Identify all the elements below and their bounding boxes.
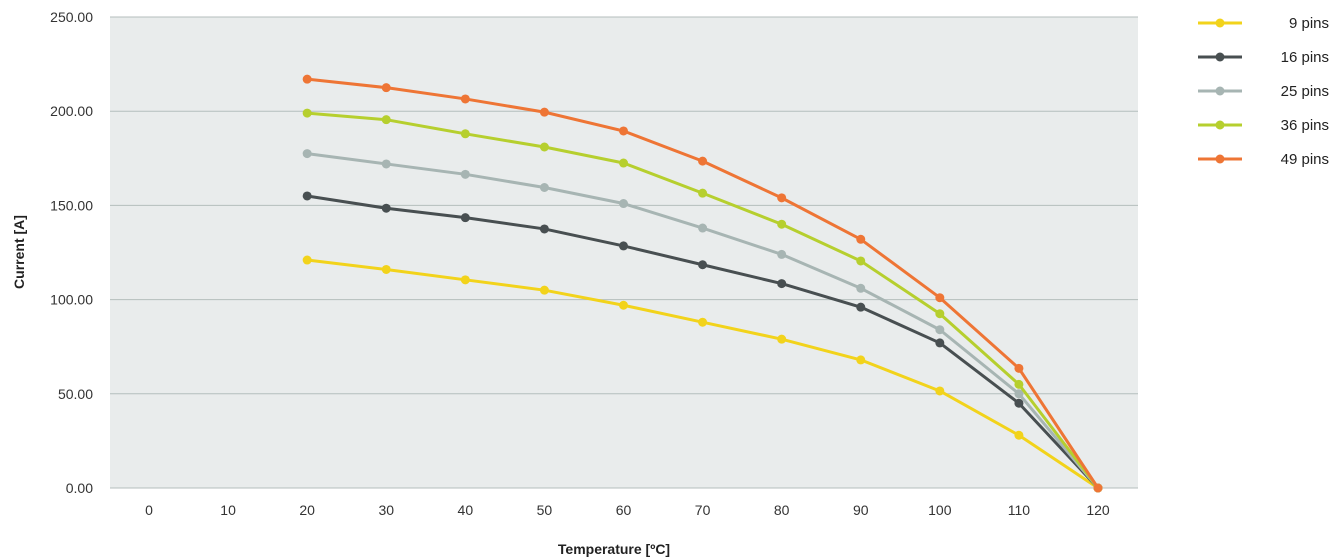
legend-label: 9 pins xyxy=(1289,15,1329,32)
x-tick-label: 80 xyxy=(774,502,790,518)
data-point xyxy=(460,275,470,285)
data-point xyxy=(935,338,945,348)
legend-label: 36 pins xyxy=(1281,117,1329,134)
series-4 xyxy=(302,74,1103,493)
grid-lines xyxy=(110,16,1138,489)
series-2 xyxy=(302,149,1103,493)
data-point xyxy=(777,249,787,259)
legend-label: 49 pins xyxy=(1281,151,1329,168)
y-axis-ticks: 0.00 50.00 100.00 150.00 200.00 250.00 xyxy=(50,9,93,496)
data-point xyxy=(539,107,549,117)
data-point xyxy=(698,260,708,270)
data-point xyxy=(302,191,312,201)
x-tick-label: 0 xyxy=(145,502,153,518)
data-point xyxy=(539,224,549,234)
legend: 9 pins 16 pins 25 pins 36 pins 49 pins xyxy=(1198,15,1329,168)
data-point xyxy=(856,302,866,312)
y-axis-title: Current [A] xyxy=(11,215,27,289)
data-point xyxy=(777,219,787,229)
data-point xyxy=(302,255,312,265)
legend-swatch-marker xyxy=(1215,52,1225,62)
data-point xyxy=(935,293,945,303)
data-point xyxy=(1014,398,1024,408)
legend-swatch-marker xyxy=(1215,154,1225,164)
y-tick-label: 50.00 xyxy=(58,386,93,402)
legend-item: 16 pins xyxy=(1198,49,1329,66)
legend-item: 25 pins xyxy=(1198,83,1329,100)
data-point xyxy=(698,317,708,327)
data-point xyxy=(698,156,708,166)
data-point xyxy=(381,115,391,125)
legend-label: 16 pins xyxy=(1281,49,1329,66)
x-axis-ticks: 0 10 20 30 40 50 60 70 80 90 100 110 120 xyxy=(145,502,1110,518)
data-point xyxy=(381,159,391,169)
x-tick-label: 40 xyxy=(458,502,474,518)
data-point xyxy=(1014,389,1024,399)
data-point xyxy=(935,309,945,319)
data-point xyxy=(302,149,312,159)
x-tick-label: 110 xyxy=(1008,502,1031,518)
y-tick-label: 200.00 xyxy=(50,103,93,119)
plot-area xyxy=(110,17,1138,488)
data-point xyxy=(1014,363,1024,373)
x-axis-title: Temperature [ºC] xyxy=(558,541,670,557)
data-point xyxy=(539,183,549,193)
data-point xyxy=(856,283,866,293)
data-point xyxy=(619,199,628,209)
data-point xyxy=(302,108,312,118)
x-tick-label: 20 xyxy=(299,502,315,518)
data-point xyxy=(381,264,391,274)
data-point xyxy=(856,234,866,244)
data-point xyxy=(619,126,628,136)
x-tick-label: 70 xyxy=(695,502,711,518)
data-point xyxy=(856,256,866,266)
data-point xyxy=(777,334,787,344)
data-point xyxy=(460,129,470,139)
legend-swatch-marker xyxy=(1215,18,1225,28)
legend-item: 9 pins xyxy=(1198,15,1329,32)
y-tick-label: 150.00 xyxy=(50,197,93,213)
data-point xyxy=(460,213,470,223)
legend-swatch-marker xyxy=(1215,86,1225,96)
y-tick-label: 250.00 xyxy=(50,9,93,25)
data-point xyxy=(935,386,945,396)
x-tick-label: 100 xyxy=(928,502,952,518)
legend-item: 49 pins xyxy=(1198,151,1329,168)
data-point xyxy=(856,355,866,365)
legend-item: 36 pins xyxy=(1198,117,1329,134)
y-tick-label: 100.00 xyxy=(50,292,93,308)
data-point xyxy=(619,300,628,310)
data-point xyxy=(539,285,549,295)
data-point xyxy=(460,94,470,104)
series-3 xyxy=(302,108,1103,493)
data-point xyxy=(777,279,787,289)
x-tick-label: 10 xyxy=(220,502,236,518)
data-point xyxy=(619,241,628,251)
x-tick-label: 120 xyxy=(1086,502,1110,518)
data-point xyxy=(935,325,945,335)
data-point xyxy=(1093,483,1103,493)
legend-swatch-marker xyxy=(1215,120,1225,130)
data-point xyxy=(698,188,708,198)
data-point xyxy=(460,169,470,179)
x-tick-label: 60 xyxy=(616,502,632,518)
data-point xyxy=(1014,430,1024,440)
data-point xyxy=(698,223,708,233)
data-point xyxy=(777,193,787,203)
data-point xyxy=(619,158,628,168)
x-tick-label: 90 xyxy=(853,502,869,518)
legend-label: 25 pins xyxy=(1281,83,1329,100)
x-tick-label: 50 xyxy=(537,502,553,518)
x-tick-label: 30 xyxy=(378,502,394,518)
data-point xyxy=(1014,379,1024,389)
series-1 xyxy=(302,191,1103,493)
data-point xyxy=(381,203,391,213)
series-group xyxy=(302,74,1103,493)
data-point xyxy=(381,83,391,93)
y-tick-label: 0.00 xyxy=(66,480,93,496)
data-point xyxy=(302,74,312,84)
data-point xyxy=(539,142,549,152)
